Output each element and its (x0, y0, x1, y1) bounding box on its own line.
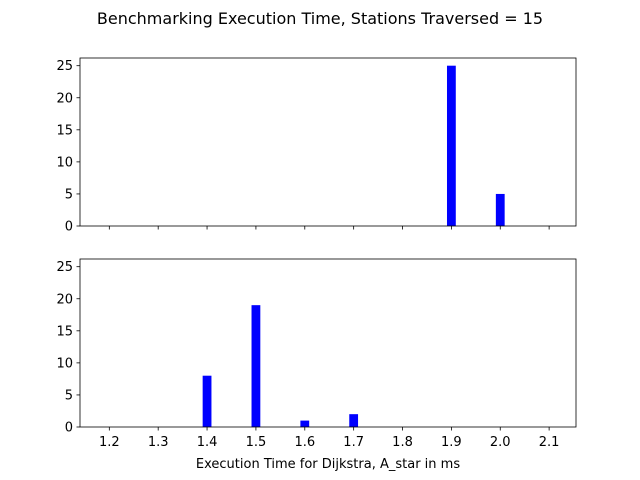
x-tick-label: 1.8 (392, 435, 413, 450)
axes-frame (79, 258, 577, 428)
y-tick-label: 10 (56, 356, 73, 371)
y-tick-label: 20 (56, 91, 73, 106)
y-tick-label: 20 (56, 292, 73, 307)
bar-1.9 (446, 65, 456, 226)
x-tick-label: 1.7 (343, 435, 364, 450)
y-tick-label: 25 (56, 260, 73, 275)
bar-1.4 (202, 375, 212, 427)
x-tick-label: 2.1 (539, 435, 560, 450)
y-tick-label: 25 (56, 59, 73, 74)
y-tick-label: 5 (65, 187, 73, 202)
bottom-subplot: 0 5 10 15 20 25 1.2 1.3 1.4 1.5 1.6 1.7 1.8 1.9 2.0 2.1… (56, 258, 577, 472)
x-tick-label: 1.5 (246, 435, 267, 450)
x-tick-label: 1.3 (148, 435, 169, 450)
x-tick-label: 1.4 (197, 435, 218, 450)
top-subplot: 0 5 10 15 20 25 (56, 57, 577, 235)
bar-1.5 (251, 305, 261, 427)
chart-title: Benchmarking Execution Time, Stations Tr… (97, 9, 543, 28)
x-tick-label: 1.2 (99, 435, 120, 450)
axes-frame (79, 57, 577, 227)
bar-1.6 (300, 420, 310, 427)
y-tick-label: 0 (65, 421, 73, 436)
x-tick-label: 1.6 (294, 435, 315, 450)
x-tick-label: 1.9 (441, 435, 462, 450)
bar-2 (495, 193, 505, 226)
x-tick-label: 2.0 (490, 435, 511, 450)
bar-1.7 (349, 414, 359, 427)
x-axis-label: Execution Time for Dijkstra, A_star in m… (196, 457, 460, 472)
y-tick-label: 10 (56, 155, 73, 170)
y-tick-label: 15 (56, 324, 73, 339)
y-tick-label: 5 (65, 388, 73, 403)
y-tick-label: 0 (65, 220, 73, 235)
y-tick-label: 15 (56, 123, 73, 138)
